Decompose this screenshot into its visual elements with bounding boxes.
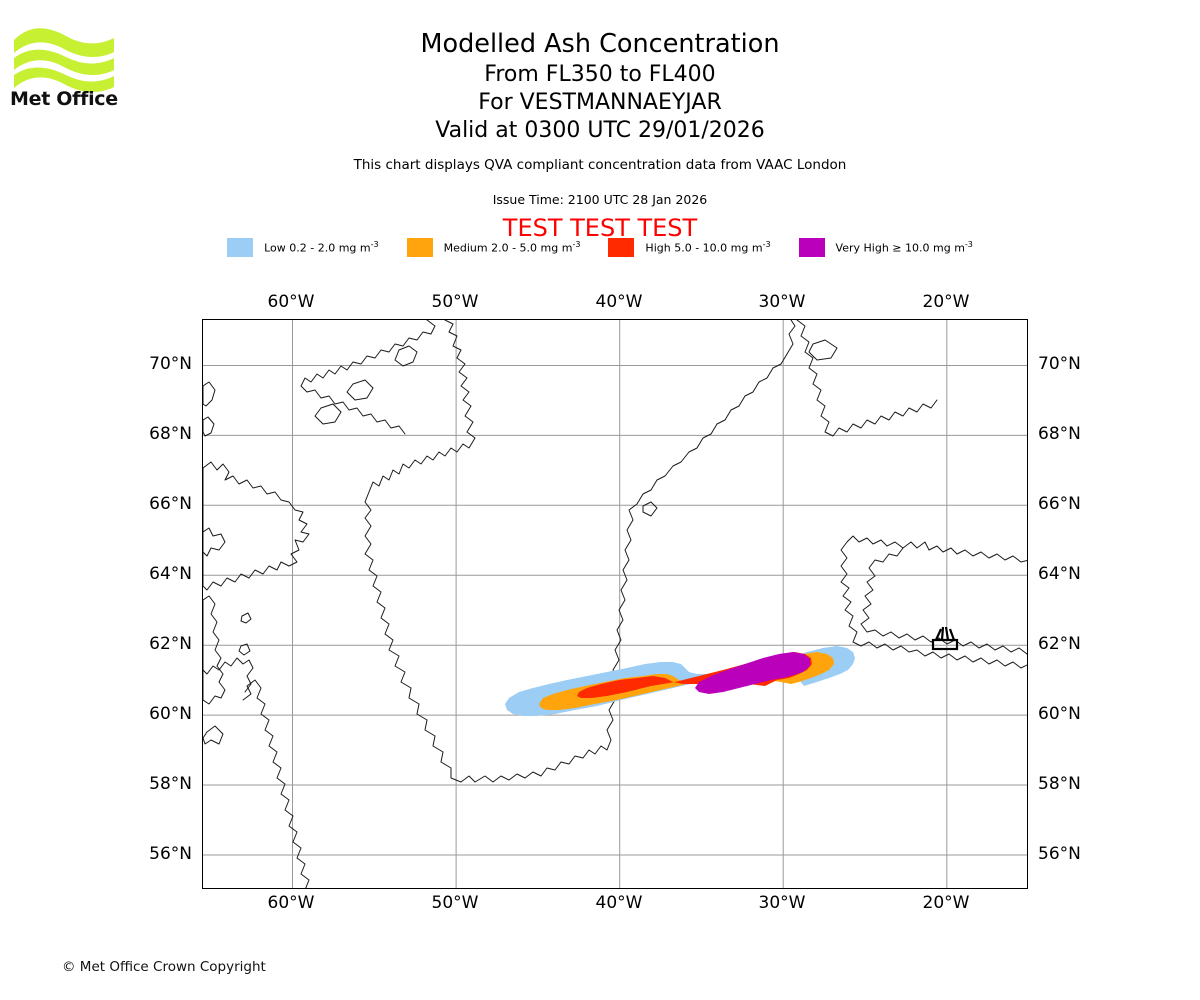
- coastline-baffin: [203, 381, 216, 407]
- coastline-greenland-nw-island: [394, 345, 418, 367]
- coastline-group: [203, 320, 1027, 888]
- ytick-left-70n: 70°N: [149, 354, 192, 374]
- ytick-left-62n: 62°N: [149, 634, 192, 654]
- map-frame: [202, 319, 1028, 889]
- xtick-top-40w: 40°W: [595, 292, 643, 312]
- ytick-left-66n: 66°N: [149, 494, 192, 514]
- coastline-greenland-nw-island3: [314, 403, 342, 425]
- coastline-labrador-north: [203, 461, 310, 591]
- legend-label-very-high: Very High ≥ 10.0 mg m-3: [835, 240, 973, 255]
- xtick-top-50w: 50°W: [431, 292, 479, 312]
- coastline-gulf-tip: [203, 725, 224, 745]
- issue-time: Issue Time: 2100 UTC 28 Jan 2026: [492, 192, 708, 207]
- plume-contour-very-high: [695, 652, 810, 694]
- valid-time-line: Valid at 0300 UTC 29/01/2026: [435, 118, 765, 143]
- legend-swatch-very-high: [798, 238, 825, 257]
- test-banner: TEST TEST TEST: [502, 214, 698, 242]
- ytick-left-58n: 58°N: [149, 774, 192, 794]
- ytick-left-64n: 64°N: [149, 564, 192, 584]
- xtick-top-20w: 20°W: [922, 292, 970, 312]
- legend-swatch-medium: [406, 238, 433, 257]
- ytick-right-66n: 66°N: [1038, 494, 1081, 514]
- coastline-greenland-ne: [796, 320, 938, 437]
- xtick-bottom-30w: 30°W: [758, 893, 806, 913]
- xtick-bottom-20w: 20°W: [922, 893, 970, 913]
- copyright-notice: © Met Office Crown Copyright: [62, 959, 266, 975]
- coastline-island-small-1: [240, 612, 252, 624]
- ytick-right-64n: 64°N: [1038, 564, 1081, 584]
- legend-item-very-high: Very High ≥ 10.0 mg m-3: [798, 238, 973, 257]
- coastline-greenland-north: [300, 320, 436, 435]
- volcano-source-marker: [931, 626, 959, 651]
- coastline-greenland-nw-island2: [346, 379, 374, 401]
- legend-item-high: High 5.0 - 10.0 mg m-3: [608, 238, 771, 257]
- coastline-greenland: [364, 320, 796, 783]
- legend-label-medium: Medium 2.0 - 5.0 mg m-3: [443, 240, 581, 255]
- xtick-bottom-60w: 60°W: [267, 893, 315, 913]
- map-gridlines: [203, 320, 1027, 888]
- ytick-right-62n: 62°N: [1038, 634, 1081, 654]
- ytick-right-58n: 58°N: [1038, 774, 1081, 794]
- coastline-greenland-fjord-detail: [642, 501, 658, 517]
- flight-level-line: From FL350 to FL400: [484, 62, 716, 87]
- legend-label-low: Low 0.2 - 2.0 mg m-3: [264, 240, 379, 255]
- legend-swatch-high: [608, 238, 635, 257]
- legend-label-high: High 5.0 - 10.0 mg m-3: [645, 240, 771, 255]
- coastline-iceland-south: [840, 535, 1027, 669]
- coastline-newfoundland: [203, 657, 254, 693]
- map-panel[interactable]: [202, 319, 1028, 889]
- coastline-canada-se: [242, 679, 310, 888]
- ytick-left-56n: 56°N: [149, 844, 192, 864]
- met-office-logo: [10, 20, 130, 115]
- qva-subtitle: This chart displays QVA compliant concen…: [353, 157, 847, 173]
- xtick-top-30w: 30°W: [758, 292, 806, 312]
- ytick-right-60n: 60°N: [1038, 704, 1081, 724]
- brand-name: Met Office: [10, 88, 118, 110]
- coastline-labrador-mid: [203, 527, 226, 557]
- xtick-bottom-40w: 40°W: [595, 893, 643, 913]
- coastline-iceland: [902, 541, 1027, 563]
- map-svg: [203, 320, 1027, 888]
- ytick-left-68n: 68°N: [149, 424, 192, 444]
- volcano-name-line: For VESTMANNAEYJAR: [478, 90, 722, 115]
- title-block: Modelled Ash Concentration From FL350 to…: [0, 28, 1200, 145]
- coastline-iceland-main: [860, 547, 1027, 655]
- coastline-island-small-2: [238, 643, 251, 656]
- ytick-right-70n: 70°N: [1038, 354, 1081, 374]
- legend-item-low: Low 0.2 - 2.0 mg m-3: [227, 238, 379, 257]
- legend-item-medium: Medium 2.0 - 5.0 mg m-3: [406, 238, 581, 257]
- coastline-baffin-2: [203, 416, 215, 437]
- met-office-waves-icon: [14, 28, 114, 93]
- coastline-jan-mayen: [808, 339, 838, 361]
- page-title: Modelled Ash Concentration: [420, 29, 780, 59]
- ytick-right-56n: 56°N: [1038, 844, 1081, 864]
- ytick-left-60n: 60°N: [149, 704, 192, 724]
- concentration-legend: Low 0.2 - 2.0 mg m-3 Medium 2.0 - 5.0 mg…: [0, 238, 1200, 257]
- xtick-bottom-50w: 50°W: [431, 893, 479, 913]
- coastline-labrador-south: [203, 595, 226, 705]
- ytick-right-68n: 68°N: [1038, 424, 1081, 444]
- legend-swatch-low: [227, 238, 254, 257]
- xtick-top-60w: 60°W: [267, 292, 315, 312]
- ash-plume-contours: [505, 646, 855, 716]
